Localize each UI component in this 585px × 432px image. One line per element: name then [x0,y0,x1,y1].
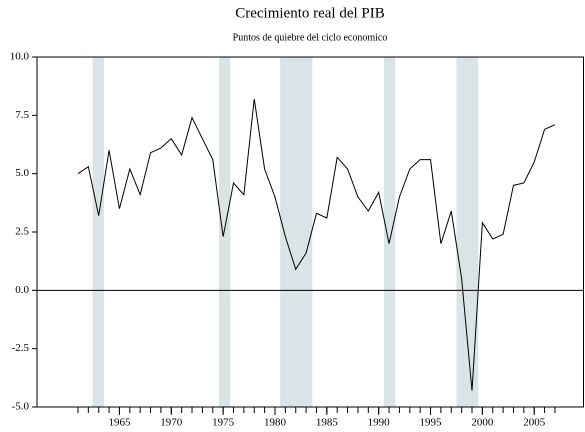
shaded-period [92,57,104,407]
x-tick-label: 1975 [212,417,235,429]
chart-title: Crecimiento real del PIB [235,5,385,21]
x-tick-label: 1965 [108,417,131,429]
y-tick-label: 5.0 [15,167,29,179]
y-tick-label: -5.0 [12,401,30,413]
shaded-period [280,57,313,407]
y-tick-label: 0.0 [15,284,29,296]
x-tick-label: 1985 [316,417,339,429]
x-tick-label: 1970 [160,417,183,429]
x-tick-label: 2005 [523,417,546,429]
x-tick-label: 1980 [264,417,287,429]
shaded-period [218,57,231,407]
x-tick-label: 1990 [368,417,391,429]
shaded-period [383,57,396,407]
y-tick-label: 10.0 [10,51,30,63]
y-tick-label: 2.5 [15,226,29,238]
x-tick-label: 1995 [420,417,443,429]
data-line [77,98,556,391]
chart-subtitle: Puntos de quiebre del ciclo economico [233,32,388,43]
x-tick-label: 2000 [471,417,494,429]
shaded-period [456,57,479,407]
y-tick-label: -2.5 [12,342,30,354]
y-tick-label: 7.5 [15,109,29,121]
